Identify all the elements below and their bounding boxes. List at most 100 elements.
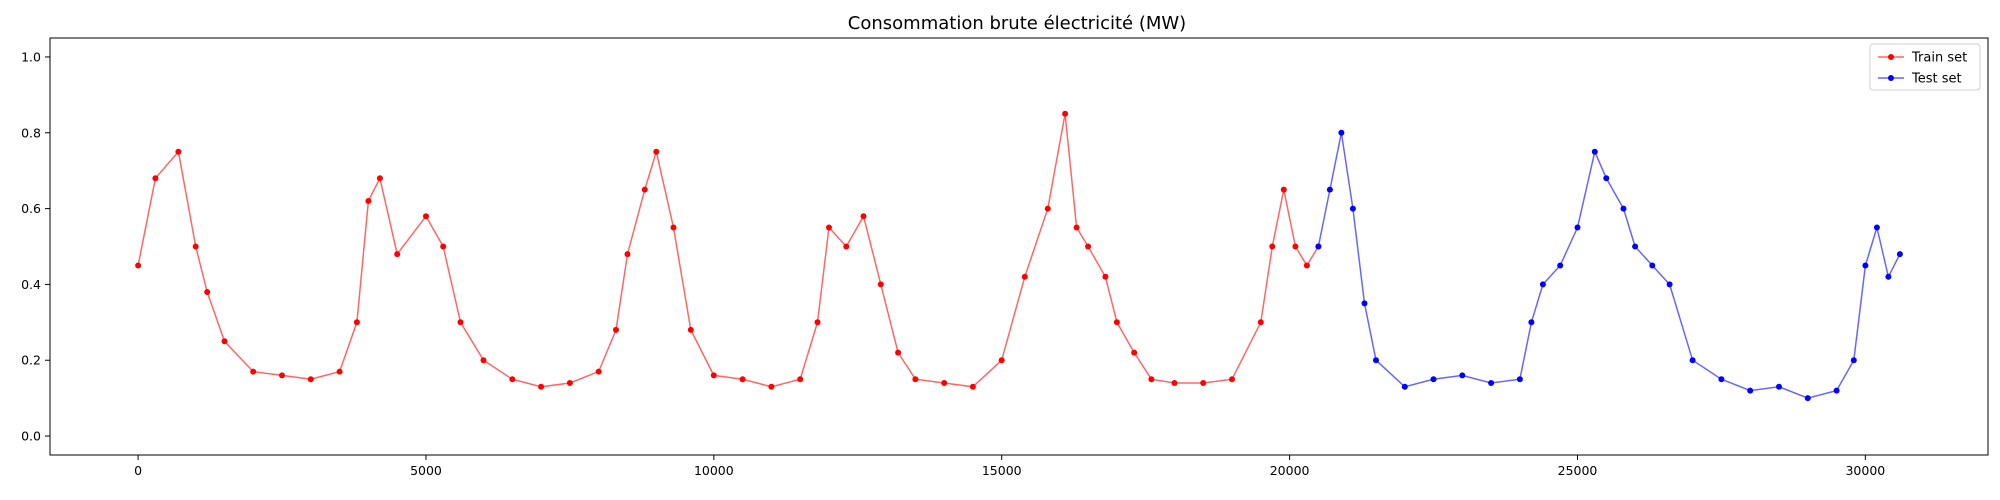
data-point — [613, 326, 619, 333]
x-tick-label: 0 — [134, 463, 142, 478]
series-line — [1317, 132, 1901, 399]
legend: Train set Test set — [1869, 43, 1981, 91]
x-tick-label: 10000 — [694, 463, 734, 478]
data-point — [1557, 262, 1564, 269]
data-point — [843, 243, 850, 250]
data-point — [1338, 129, 1345, 136]
data-point — [653, 148, 660, 155]
data-point — [1292, 243, 1299, 250]
y-tick-label: 0.6 — [21, 201, 41, 216]
data-point — [1539, 281, 1546, 288]
data-point — [250, 368, 257, 375]
data-point — [1873, 224, 1880, 231]
data-point — [624, 251, 631, 258]
data-point — [336, 368, 343, 375]
data-point — [1430, 376, 1437, 383]
data-point — [365, 198, 372, 204]
data-point — [1666, 281, 1673, 288]
data-point — [1229, 376, 1235, 383]
axes-layer: 0 5000 10000 15000 20000 25000 30000 0.0 0.2 0.4 0… — [21, 49, 1885, 478]
data-point — [1131, 349, 1138, 356]
data-point — [1257, 319, 1264, 326]
data-point — [1620, 205, 1627, 212]
data-point — [687, 326, 694, 333]
data-point — [394, 251, 401, 258]
data-point — [221, 338, 228, 345]
data-point — [595, 368, 602, 375]
data-point — [1591, 148, 1598, 155]
data-point — [1804, 395, 1811, 402]
y-tick-label: 0.8 — [21, 125, 41, 140]
data-point — [1200, 380, 1207, 386]
data-point — [1747, 387, 1754, 394]
data-point — [912, 376, 919, 383]
x-tick-label: 25000 — [1558, 463, 1598, 478]
data-point — [641, 186, 648, 193]
legend-label: Test set — [1911, 72, 1962, 87]
data-point — [566, 380, 573, 386]
data-point — [1516, 376, 1523, 383]
series-test — [1315, 129, 1903, 402]
data-point — [1574, 224, 1581, 231]
data-point — [175, 148, 182, 155]
data-point — [1632, 243, 1639, 250]
data-point — [1361, 300, 1368, 307]
data-point — [279, 372, 285, 379]
plot-frame — [49, 37, 1989, 456]
data-point — [1171, 380, 1178, 386]
data-point — [1148, 376, 1155, 383]
data-point — [1833, 387, 1840, 394]
x-tick-label: 30000 — [1845, 463, 1885, 478]
data-point — [710, 372, 717, 379]
data-point — [1603, 175, 1610, 182]
data-point — [969, 383, 976, 390]
data-point — [826, 224, 832, 231]
series-layer — [135, 110, 1903, 402]
data-point — [457, 319, 464, 326]
data-point — [998, 357, 1005, 364]
data-point — [1113, 319, 1120, 326]
y-tick-label: 0.4 — [21, 277, 41, 292]
data-point — [1062, 110, 1069, 117]
data-point — [423, 213, 429, 220]
data-point — [1776, 383, 1782, 390]
data-point — [440, 243, 447, 250]
data-point — [192, 243, 199, 250]
x-tick-label: 5000 — [410, 463, 442, 478]
data-point — [307, 376, 314, 383]
data-point — [376, 175, 383, 182]
data-point — [1896, 251, 1903, 258]
x-tick-label: 15000 — [982, 463, 1022, 478]
data-point — [1073, 224, 1080, 231]
y-tick-label: 0.2 — [21, 353, 41, 368]
data-point — [1885, 273, 1892, 280]
data-point — [1718, 376, 1725, 383]
data-point — [1862, 262, 1869, 269]
series-train — [135, 110, 1322, 390]
data-point — [509, 376, 516, 383]
data-point — [480, 357, 487, 364]
data-point — [1349, 205, 1356, 212]
legend-label: Train set — [1911, 51, 1967, 66]
data-point — [1269, 243, 1276, 250]
y-tick-label: 1.0 — [21, 49, 41, 64]
data-point — [1373, 357, 1379, 364]
data-point — [1315, 243, 1322, 250]
data-point — [895, 349, 902, 356]
legend-marker — [1888, 75, 1894, 81]
data-point — [135, 262, 142, 269]
data-point — [814, 319, 821, 326]
data-point — [670, 224, 677, 231]
data-point — [1649, 262, 1656, 269]
data-point — [1528, 319, 1535, 326]
data-point — [860, 213, 867, 220]
data-point — [1102, 273, 1109, 280]
series-line — [137, 113, 1320, 388]
legend-item: Test set — [1878, 72, 1962, 87]
legend-item: Train set — [1878, 51, 1967, 66]
data-point — [1085, 243, 1092, 250]
data-point — [941, 380, 948, 386]
data-point — [1459, 372, 1466, 379]
data-point — [1326, 186, 1333, 193]
